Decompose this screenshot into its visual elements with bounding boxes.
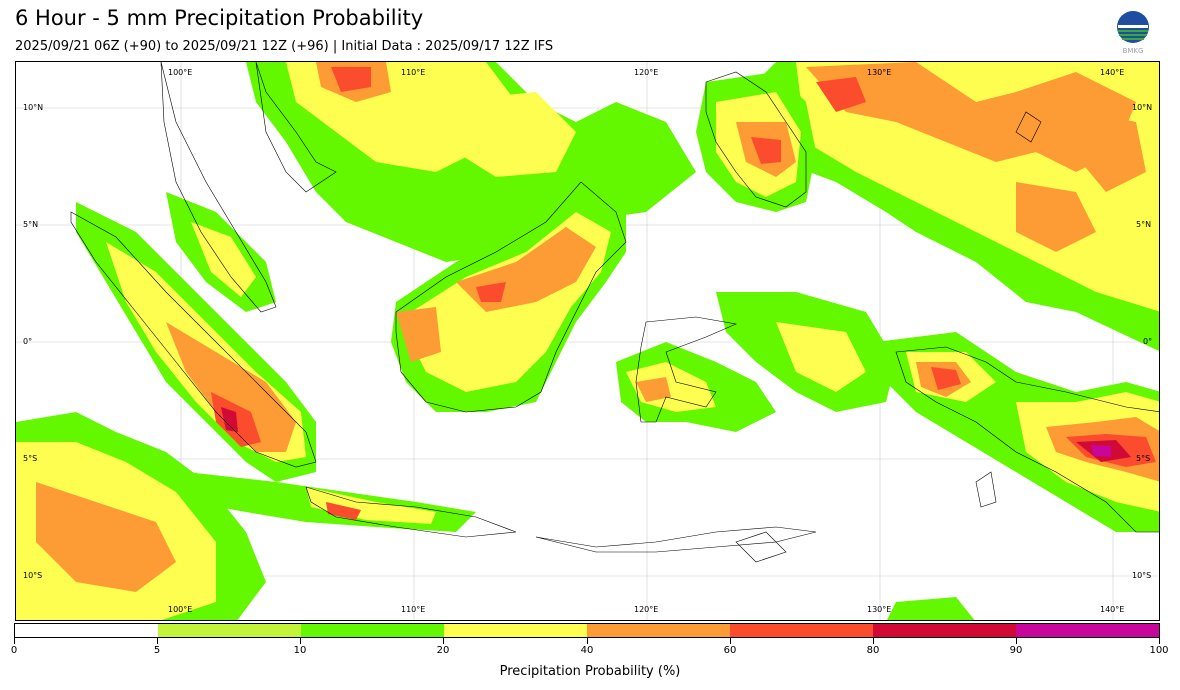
bmkg-logo: BMKG (1117, 11, 1149, 55)
colorbar-title: Precipitation Probability (%) (499, 664, 681, 679)
map-canvas (16, 62, 1159, 620)
lon-label-110-top: 110°E (401, 68, 426, 77)
colorbar-label: 100 (1149, 645, 1169, 656)
colorbar-tick (443, 638, 444, 644)
lat-label-0-right: 0° (1143, 337, 1153, 346)
precip-field (16, 62, 1159, 620)
colorbar-tick (157, 638, 158, 644)
lat-label-5n-right: 5°N (1136, 220, 1152, 229)
colorbar-label: 0 (10, 645, 18, 656)
colorbar-tick (300, 638, 301, 644)
colorbar (14, 623, 1160, 638)
colorbar-segment (587, 624, 730, 637)
lon-label-130-bottom: 130°E (867, 605, 892, 614)
colorbar-segment (15, 624, 158, 637)
lat-label-5s-right: 5°S (1136, 454, 1151, 463)
lat-label-10s-left: 10°S (23, 571, 43, 580)
colorbar-label: 90 (1009, 645, 1023, 656)
colorbar-segment (158, 624, 301, 637)
lon-label-130-top: 130°E (867, 68, 892, 77)
colorbar-tick (14, 638, 15, 644)
colorbar-segment (873, 624, 1016, 637)
colorbar-label: 80 (866, 645, 880, 656)
chart-subtitle: 2025/09/21 06Z (+90) to 2025/09/21 12Z (… (15, 39, 554, 54)
lon-label-120-top: 120°E (634, 68, 659, 77)
lon-label-120-bottom: 120°E (634, 605, 659, 614)
colorbar-label: 20 (436, 645, 450, 656)
colorbar-tick (1016, 638, 1017, 644)
colorbar-label: 5 (153, 645, 161, 656)
colorbar-tick (1159, 638, 1160, 644)
lat-label-10n-right: 10°N (1132, 103, 1153, 112)
lat-label-5s-left: 5°S (23, 454, 38, 463)
coastlines (70, 62, 1159, 563)
colorbar-segment (301, 624, 444, 637)
lon-label-110-bottom: 110°E (401, 605, 426, 614)
colorbar-tick (873, 638, 874, 644)
lat-label-5n-left: 5°N (23, 220, 39, 229)
lon-label-140-top: 140°E (1100, 68, 1125, 77)
colorbar-label: 10 (293, 645, 307, 656)
colorbar-label: 60 (723, 645, 737, 656)
lon-label-100-bottom: 100°E (168, 605, 193, 614)
lat-label-0-left: 0° (23, 337, 33, 346)
lon-label-140-bottom: 140°E (1100, 605, 1125, 614)
lon-label-100-top: 100°E (168, 68, 193, 77)
colorbar-segment (444, 624, 587, 637)
colorbar-label: 40 (580, 645, 594, 656)
svg-text:BMKG: BMKG (1123, 47, 1144, 55)
colorbar-tick (730, 638, 731, 644)
colorbar-segment (730, 624, 873, 637)
chart-title: 6 Hour - 5 mm Precipitation Probability (15, 6, 424, 30)
lat-label-10n-left: 10°N (23, 103, 44, 112)
precipitation-map: 100°E 110°E 120°E 130°E 140°E 100°E 110°… (15, 61, 1160, 621)
lat-label-10s-right: 10°S (1132, 571, 1152, 580)
colorbar-segment (1016, 624, 1159, 637)
colorbar-tick (587, 638, 588, 644)
